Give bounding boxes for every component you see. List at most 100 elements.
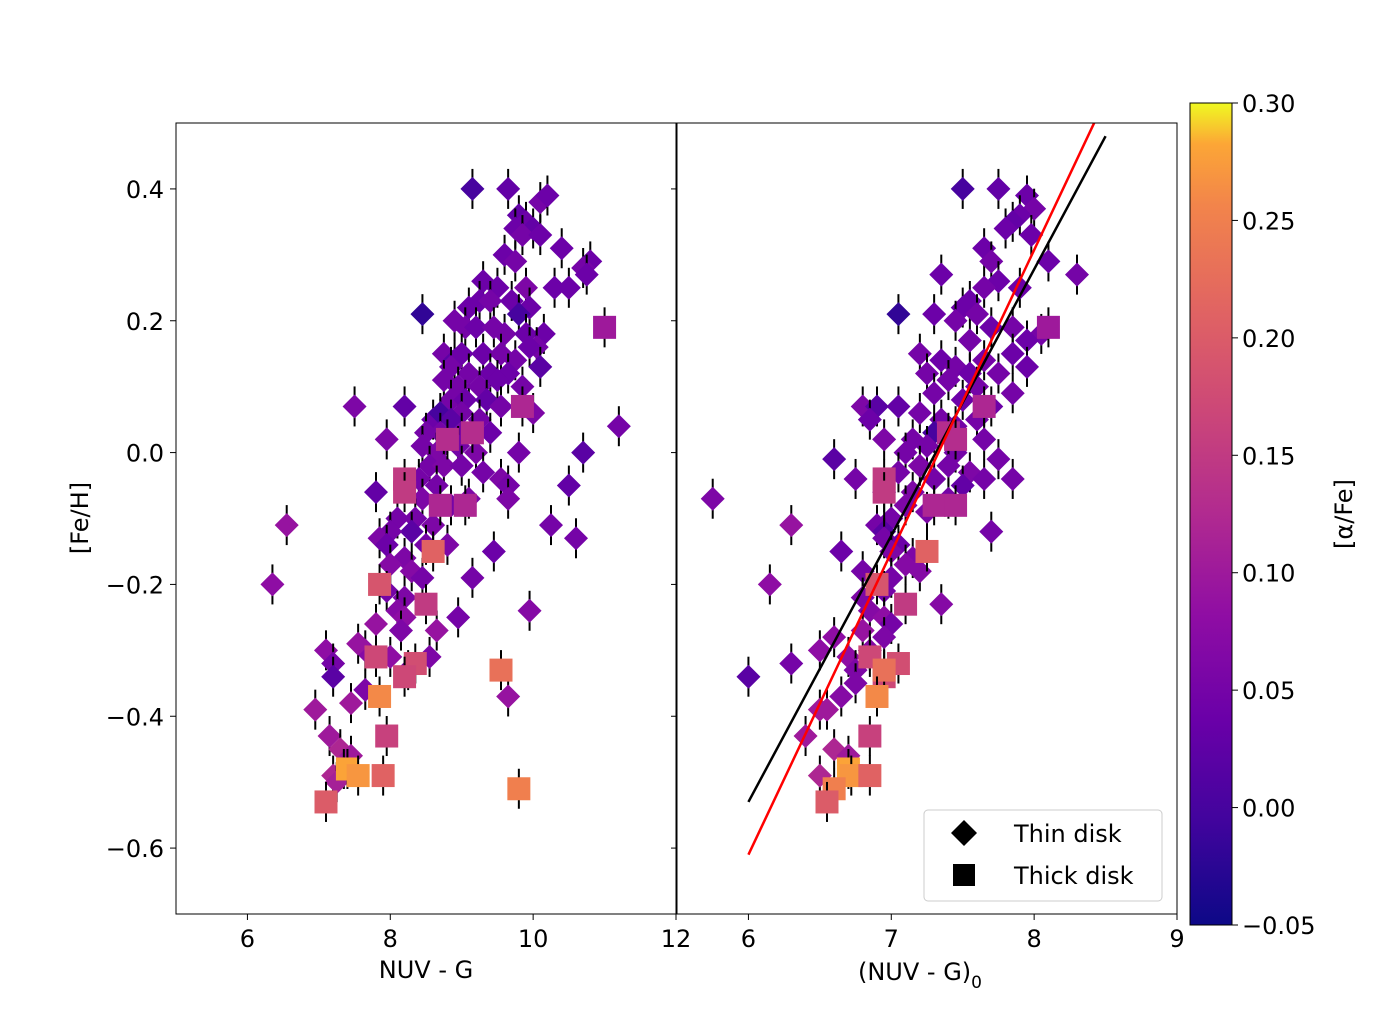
thin-disk-point (471, 452, 496, 493)
square-marker (414, 592, 438, 616)
thin-disk-point (986, 439, 1011, 480)
thin-disk-point (986, 353, 1011, 394)
thick-disk-point (453, 485, 477, 526)
square-marker (872, 480, 896, 504)
diamond-marker (571, 440, 596, 465)
colorbar-ticks: 0.30 0.25 0.20 0.15 0.10 0.05 0.00 −0.05 (1232, 90, 1316, 940)
thin-disk-point (260, 564, 285, 605)
diamond-marker (950, 473, 975, 498)
thin-disk-point (1007, 267, 1032, 308)
square-marker (507, 777, 531, 801)
thin-disk-point (478, 280, 503, 321)
diamond-marker (1065, 262, 1089, 287)
thick-disk-point (972, 386, 996, 427)
thick-disk-point (393, 656, 417, 697)
thick-disk-point (460, 412, 484, 453)
diamond-marker (936, 453, 961, 478)
left-x-ticks: 6 8 10 12 (240, 914, 691, 953)
thin-disk-point (886, 294, 911, 335)
diamond-marker (907, 341, 932, 366)
thick-disk-point (368, 564, 392, 605)
black-fit-line (747, 135, 1107, 803)
diamond-marker (410, 302, 435, 327)
diamond-marker (943, 308, 968, 333)
y-tick-label: −0.6 (106, 835, 164, 863)
colorbar-tick-label: 0.10 (1242, 560, 1295, 588)
diamond-marker (496, 486, 521, 511)
thick-disk-point (865, 676, 889, 717)
diamond-marker (606, 414, 631, 439)
x-tick-label: 8 (1027, 925, 1042, 953)
thick-disk-point (435, 419, 459, 460)
square-marker (314, 790, 338, 814)
diamond-marker (556, 473, 581, 498)
diamond-marker (922, 381, 947, 406)
thin-disk-point (843, 458, 868, 499)
thick-disk-point (915, 531, 939, 572)
thick-disk-point (371, 755, 395, 796)
diamond-marker (478, 288, 503, 313)
thin-disk-point (829, 531, 854, 572)
diamond-marker (829, 539, 854, 564)
diamond-marker (1000, 466, 1025, 491)
diamond-marker (464, 315, 488, 340)
diamond-marker (779, 513, 804, 538)
thin-disk-point (571, 432, 596, 473)
x-tick-label: 7 (884, 925, 899, 953)
colorbar-tick-label: 0.05 (1242, 677, 1295, 705)
diamond-marker (528, 354, 553, 379)
right-y-ticks (671, 188, 677, 849)
diamond-marker (274, 513, 299, 538)
diamond-marker (489, 394, 513, 419)
thin-disk-point (556, 267, 581, 308)
thin-disk-point (929, 584, 954, 625)
square-marker (915, 539, 939, 563)
diamond-marker (517, 335, 542, 360)
colorbar-label: [α/Fe] (1330, 479, 1358, 549)
thin-disk-point (464, 307, 488, 348)
left-y-ticks: −0.6 −0.4 −0.2 0.0 0.2 0.4 (106, 176, 176, 863)
legend-thick-disk-marker (953, 864, 975, 886)
thick-disk-point (922, 485, 946, 526)
thin-disk-point (274, 505, 299, 546)
diamond-marker (556, 275, 581, 300)
square-marker (815, 790, 839, 814)
diamond-marker (528, 223, 553, 248)
thin-disk-point (843, 663, 868, 704)
thin-disk-point (489, 386, 513, 427)
y-tick-label: 0.4 (126, 176, 164, 204)
square-marker (944, 427, 968, 451)
y-tick-label: −0.4 (106, 703, 164, 731)
right-panel: 6 7 8 9 (NUV - G)0 Thin disk Thick disk (671, 122, 1185, 993)
thick-disk-point (1036, 307, 1060, 348)
diamond-marker (979, 519, 1004, 544)
square-marker (393, 480, 417, 504)
diamond-marker (460, 176, 485, 201)
thin-disk-point (757, 564, 782, 605)
diamond-marker (392, 394, 417, 419)
diamond-marker (478, 420, 503, 445)
thin-disk-point (886, 386, 911, 427)
thin-disk-point (606, 406, 631, 447)
thin-disk-point (342, 386, 367, 427)
thin-disk-point (410, 557, 435, 598)
diamond-marker (986, 176, 1011, 201)
thin-disk-point (929, 254, 954, 295)
thin-disk-point (542, 267, 567, 308)
thick-disk-point (507, 768, 531, 809)
thin-disk-point (528, 346, 553, 387)
diamond-marker (410, 486, 435, 511)
thin-disk-point (399, 511, 424, 552)
thin-disk-point (556, 465, 581, 506)
colorbar-gradient (1189, 102, 1233, 926)
thin-disk-point (364, 472, 388, 513)
square-marker (510, 394, 534, 418)
diamond-marker (421, 513, 446, 538)
diamond-marker (510, 223, 535, 248)
thin-disk-point (517, 590, 542, 631)
thick-disk-point (858, 716, 882, 757)
diamond-marker (965, 374, 989, 399)
thin-disk-point (339, 683, 363, 724)
diamond-marker (374, 532, 399, 557)
diamond-marker (972, 466, 997, 491)
